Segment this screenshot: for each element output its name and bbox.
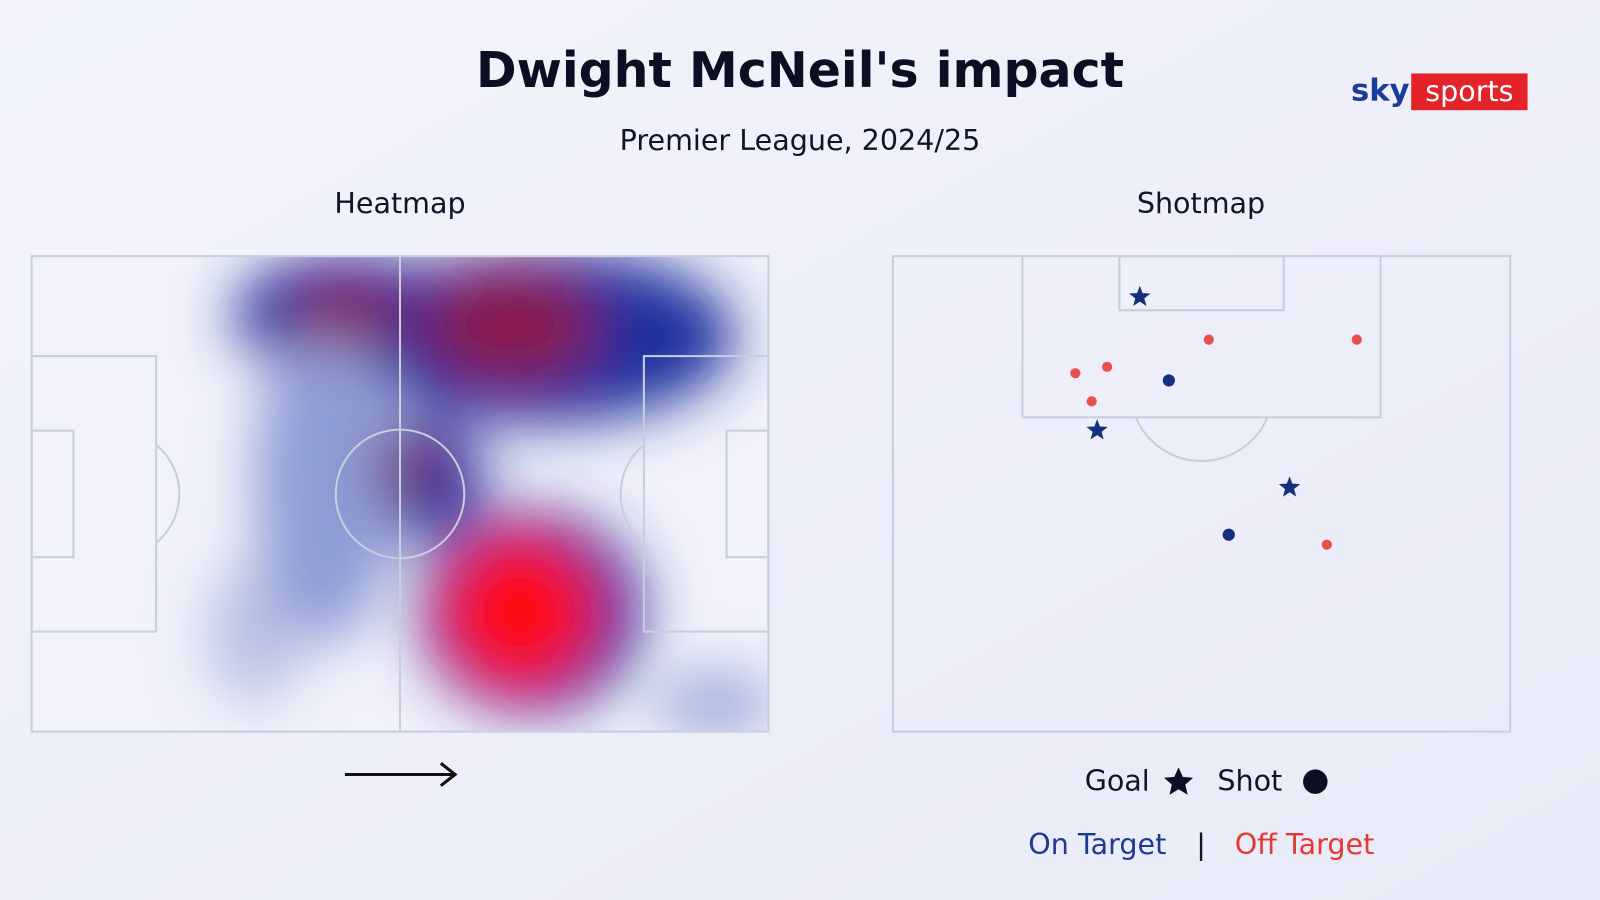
- legend: Goal Shot On Target | Off Target: [1028, 764, 1374, 861]
- title: Dwight McNeil's impact: [476, 42, 1124, 99]
- legend-shot: Shot: [1217, 764, 1282, 798]
- legend-on-target: On Target: [1028, 827, 1166, 861]
- logo-sky: sky: [1351, 73, 1410, 108]
- goal-marker: [1086, 419, 1108, 440]
- shotmap-title: Shotmap: [1137, 186, 1265, 220]
- shot-marker: [1162, 374, 1175, 387]
- legend-goal: Goal: [1085, 764, 1150, 798]
- legend-dot: [1303, 769, 1328, 794]
- shot-marker: [1351, 334, 1362, 345]
- legend-star: [1164, 767, 1194, 795]
- heatmap: [30, 255, 770, 733]
- heatmap-title: Heatmap: [334, 186, 465, 220]
- shot-marker: [1086, 396, 1097, 407]
- logo-sports: sports: [1425, 74, 1513, 108]
- logo: sky sports: [1351, 73, 1528, 111]
- pitch-lines: [891, 255, 1512, 733]
- shot-marker: [1102, 361, 1113, 372]
- shotmap: [891, 255, 1512, 733]
- shot-marker: [1321, 539, 1332, 550]
- direction-arrow: [344, 762, 458, 787]
- shot-marker: [1222, 528, 1235, 541]
- shot-marker: [1070, 368, 1081, 379]
- legend-off-target: Off Target: [1235, 827, 1375, 861]
- legend-separator: |: [1196, 827, 1206, 861]
- heat: [209, 256, 769, 732]
- pitch-lines: [30, 255, 770, 733]
- goal-marker: [1278, 476, 1301, 497]
- logo-box: [1411, 73, 1528, 111]
- subtitle: Premier League, 2024/25: [620, 123, 981, 157]
- shot-marker: [1203, 334, 1214, 345]
- goal-marker: [1129, 285, 1151, 307]
